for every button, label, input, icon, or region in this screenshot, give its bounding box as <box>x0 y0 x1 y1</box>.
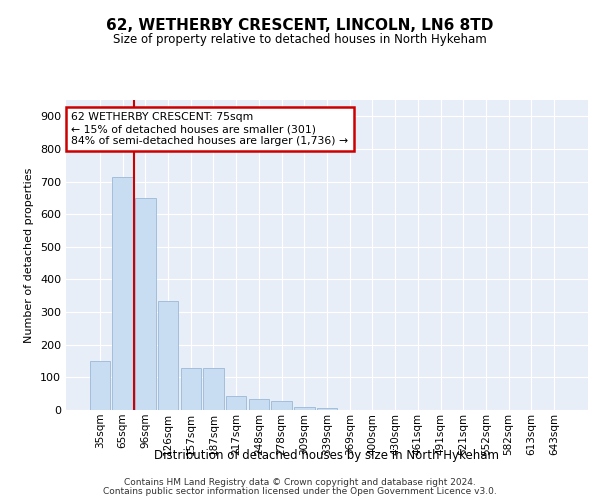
Text: 62 WETHERBY CRESCENT: 75sqm
← 15% of detached houses are smaller (301)
84% of se: 62 WETHERBY CRESCENT: 75sqm ← 15% of det… <box>71 112 349 146</box>
Bar <box>158 300 178 410</box>
Bar <box>112 176 133 410</box>
Text: Contains public sector information licensed under the Open Government Licence v3: Contains public sector information licen… <box>103 487 497 496</box>
Bar <box>135 198 155 410</box>
Bar <box>181 368 201 410</box>
Bar <box>317 408 337 410</box>
Bar <box>90 361 110 410</box>
Text: Contains HM Land Registry data © Crown copyright and database right 2024.: Contains HM Land Registry data © Crown c… <box>124 478 476 487</box>
Text: 62, WETHERBY CRESCENT, LINCOLN, LN6 8TD: 62, WETHERBY CRESCENT, LINCOLN, LN6 8TD <box>106 18 494 32</box>
Text: Size of property relative to detached houses in North Hykeham: Size of property relative to detached ho… <box>113 32 487 46</box>
Bar <box>203 368 224 410</box>
Y-axis label: Number of detached properties: Number of detached properties <box>25 168 34 342</box>
Bar <box>226 396 247 410</box>
Bar <box>271 401 292 410</box>
Text: Distribution of detached houses by size in North Hykeham: Distribution of detached houses by size … <box>155 448 499 462</box>
Bar <box>248 398 269 410</box>
Bar <box>294 406 314 410</box>
